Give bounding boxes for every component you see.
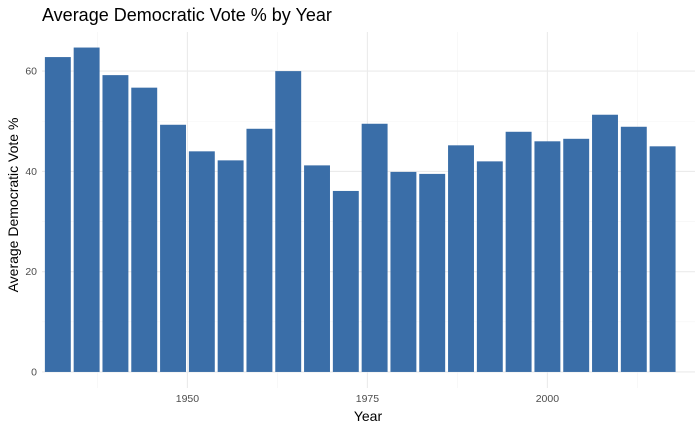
bar xyxy=(102,75,129,372)
bar xyxy=(448,145,474,372)
bar xyxy=(246,128,273,372)
bar xyxy=(361,123,388,372)
x-tick-labels: 1950 1975 2000 xyxy=(176,393,559,405)
y-tick-label: 20 xyxy=(25,266,37,278)
bar xyxy=(419,173,446,372)
bar xyxy=(534,141,561,372)
bar xyxy=(563,138,590,372)
bar xyxy=(160,124,186,372)
y-tick-label: 0 xyxy=(31,366,37,378)
y-axis-label: Average Democratic Vote % xyxy=(5,118,21,293)
bars xyxy=(44,47,676,372)
y-tick-labels: 0 20 40 60 xyxy=(25,66,37,379)
bar xyxy=(505,131,532,372)
bar xyxy=(217,160,244,372)
x-tick-label: 1950 xyxy=(176,393,200,405)
bar xyxy=(73,47,100,372)
bar xyxy=(620,126,647,372)
bar xyxy=(592,114,618,372)
bar xyxy=(44,57,71,372)
x-tick-label: 1975 xyxy=(356,393,380,405)
bar xyxy=(188,151,215,372)
bar xyxy=(476,161,503,372)
bar xyxy=(275,71,302,372)
bar xyxy=(304,165,330,372)
x-axis-label: Year xyxy=(354,408,383,424)
y-tick-label: 40 xyxy=(25,166,37,178)
y-tick-label: 60 xyxy=(25,66,37,78)
chart-title: Average Democratic Vote % by Year xyxy=(42,5,332,25)
x-tick-label: 2000 xyxy=(536,393,560,405)
bar xyxy=(390,171,417,372)
bar xyxy=(131,87,158,372)
bar xyxy=(649,146,676,372)
bar xyxy=(332,190,359,372)
